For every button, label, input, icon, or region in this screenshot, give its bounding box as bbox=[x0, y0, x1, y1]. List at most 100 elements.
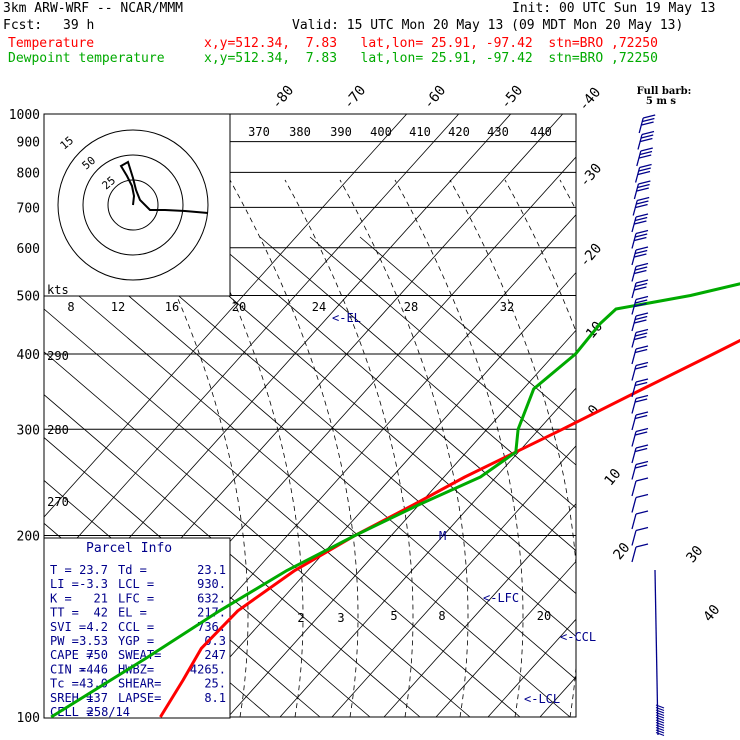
wind-barb-flag bbox=[635, 477, 649, 482]
parcel-param-value: -3.3 bbox=[79, 577, 108, 591]
wind-barb-shaft bbox=[631, 249, 637, 266]
lfc-annotation: <-LFC bbox=[483, 591, 519, 605]
parcel-param-value: 632. bbox=[197, 591, 226, 605]
parcel-param-value: 21 bbox=[94, 591, 108, 605]
isotherm bbox=[644, 114, 740, 717]
wind-barb-flag bbox=[641, 130, 655, 136]
parcel-param-label: SVI = bbox=[50, 620, 86, 634]
pressure-label: 900 bbox=[17, 136, 40, 151]
parcel-param-label: LI = bbox=[50, 577, 79, 591]
parcel-param-value: 23.7 bbox=[79, 563, 108, 577]
wind-barb-flag bbox=[635, 315, 648, 321]
parcel-param-value: 247 bbox=[204, 648, 226, 662]
isotherm-label: 30 bbox=[683, 543, 706, 566]
mixing-ratio-label: 20 bbox=[232, 300, 246, 314]
theta-side-label: 280 bbox=[47, 423, 69, 437]
parcel-param-value: 930. bbox=[197, 577, 226, 591]
isotherm bbox=[592, 114, 740, 717]
plot-frame bbox=[43, 113, 577, 718]
init-time: Init: 00 UTC Sun 19 May 13 bbox=[512, 1, 716, 16]
pressure-label: 600 bbox=[17, 242, 40, 257]
wind-barb-shaft bbox=[631, 282, 637, 299]
full-barb-units: 5 m s bbox=[646, 96, 677, 107]
wind-barb-shaft bbox=[631, 266, 637, 282]
wind-barb-shaft bbox=[631, 299, 637, 315]
wind-barb-shaft bbox=[631, 216, 637, 233]
parcel-param-label: Td = bbox=[118, 563, 147, 577]
wind-barb-flag bbox=[635, 543, 649, 548]
parcel-param-label: LAPSE= bbox=[118, 691, 161, 705]
mixing-ratio-label: 24 bbox=[312, 300, 326, 314]
wind-barb-shaft bbox=[631, 464, 637, 480]
wind-barb-flag bbox=[635, 378, 649, 383]
parcel-info-title: Parcel Info bbox=[86, 541, 172, 556]
wind-barb-flag bbox=[634, 236, 647, 242]
wind-barb-flag bbox=[635, 493, 649, 499]
wind-barb-flag bbox=[635, 203, 648, 209]
parcel-param-label: SWEAT= bbox=[118, 648, 161, 662]
wind-barb-shaft bbox=[637, 134, 643, 150]
isotherm-label: -50 bbox=[498, 83, 527, 113]
wind-barb-flag bbox=[635, 526, 649, 532]
wind-barb-flag bbox=[635, 229, 649, 235]
wind-barb-flag bbox=[635, 348, 648, 354]
max-annotation: M bbox=[439, 529, 446, 543]
legend-temperature-info: x,y=512.34, 7.83 lat,lon= 25.91, -97.42 … bbox=[204, 36, 658, 51]
parcel-param-value: 25. bbox=[204, 677, 226, 691]
wind-barb-flag bbox=[637, 183, 650, 189]
wind-barb-flag bbox=[634, 335, 647, 341]
wind-barb-flag bbox=[635, 295, 649, 301]
moist-adiabat bbox=[449, 179, 576, 717]
wind-barb-flag bbox=[635, 361, 649, 367]
wind-barb-shaft bbox=[633, 183, 640, 200]
mixing-ratio-label: 16 bbox=[165, 300, 179, 314]
wind-barb-flag bbox=[635, 312, 649, 317]
parcel-param-label: T = bbox=[50, 563, 72, 577]
wind-barb-shaft bbox=[631, 332, 637, 348]
parcel-param-value: 137 bbox=[86, 691, 108, 705]
wind-barb-flag bbox=[635, 444, 649, 449]
theta-side-label: 290 bbox=[47, 349, 69, 363]
wind-barb-flag bbox=[655, 726, 665, 732]
hodo-kts-label: kts bbox=[47, 283, 69, 297]
wind-barb-flag bbox=[635, 365, 648, 370]
parcel-param-value: 217. bbox=[197, 606, 226, 620]
legend-dewpoint-name: Dewpoint temperature bbox=[8, 51, 165, 66]
parcel-param-label: YGP = bbox=[118, 634, 154, 648]
dry-adiabat bbox=[44, 437, 371, 717]
wind-barb-flag bbox=[635, 398, 648, 403]
wind-barb-flag bbox=[639, 154, 652, 159]
wind-barb-flag bbox=[635, 328, 649, 334]
dry-adiabat bbox=[44, 394, 421, 717]
wind-barb-flag bbox=[655, 729, 665, 734]
wind-barb-shaft bbox=[631, 315, 637, 332]
wind-barb-flag bbox=[635, 213, 649, 218]
theta-label: 370 bbox=[248, 125, 270, 139]
parcel-param-label: SREH = bbox=[50, 691, 93, 705]
isotherm-label: -20 bbox=[577, 241, 606, 271]
lcl-annotation: <-LCL bbox=[524, 692, 560, 706]
wind-barb-flag bbox=[634, 220, 647, 225]
wind-barb-flag bbox=[635, 394, 649, 400]
wind-barb-flag bbox=[635, 262, 649, 268]
theta-label: 410 bbox=[409, 125, 431, 139]
wind-barb-flag bbox=[655, 721, 665, 727]
wind-barb-flag bbox=[655, 704, 665, 709]
parcel-param-label: Tc = bbox=[50, 677, 79, 691]
wind-barb-shaft bbox=[631, 233, 637, 249]
wind-barb-shaft bbox=[632, 200, 638, 216]
wind-barb-flag bbox=[655, 719, 665, 724]
wind-barb-flag bbox=[635, 381, 648, 387]
dry-adiabat bbox=[259, 236, 576, 509]
wind-barb-flag bbox=[655, 714, 665, 719]
wind-barb-flag bbox=[635, 464, 648, 469]
wind-barb-shaft bbox=[631, 381, 637, 398]
model-title: 3km ARW-WRF -- NCAR/MMM bbox=[3, 1, 184, 16]
hodograph-box bbox=[43, 113, 231, 297]
wind-barb-flag bbox=[635, 427, 649, 433]
pressure-label: 400 bbox=[17, 348, 40, 363]
wind-barb-flag bbox=[638, 180, 651, 185]
wind-barb-flag bbox=[634, 319, 647, 324]
parcel-param-value: 23.1 bbox=[197, 563, 226, 577]
